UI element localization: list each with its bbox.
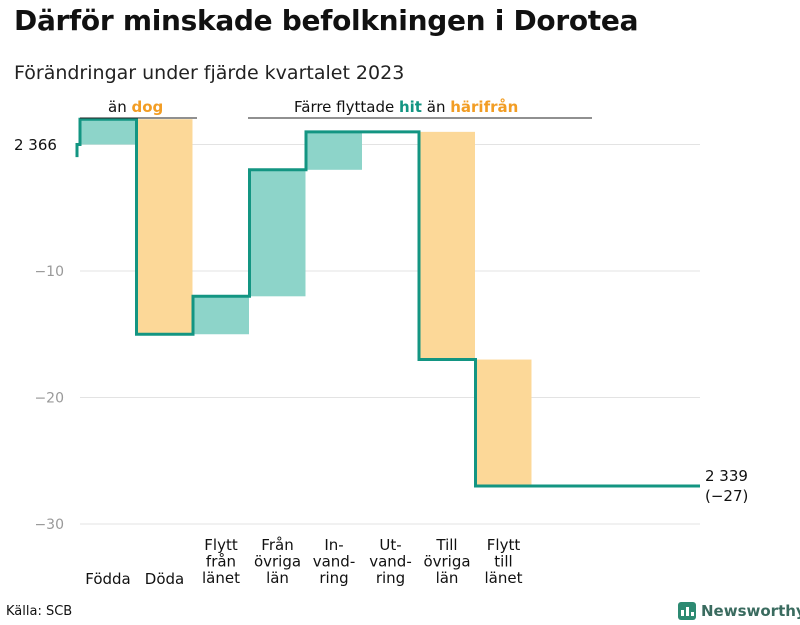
x-category-label: Födda (85, 570, 131, 588)
x-category-label: ring (376, 569, 405, 587)
x-category-label: län (266, 569, 289, 587)
annotation-hit: hit (399, 98, 422, 116)
x-category-label: Ut- (379, 536, 401, 554)
end-change-label: (−27) (705, 487, 748, 505)
x-category-label: vand- (313, 553, 356, 571)
bar-layer (80, 119, 532, 487)
x-category-label: ring (319, 569, 348, 587)
x-category-label: övriga (254, 553, 301, 571)
source-note: Källa: SCB (6, 604, 73, 619)
start-value-label: 2 366 (14, 136, 57, 154)
population-step-line (75, 117, 700, 488)
annotation-harifran: härifrån (450, 98, 518, 116)
x-category-label: övriga (423, 553, 470, 571)
x-category-label: till (494, 553, 512, 571)
brand-name: Newsworthy (701, 602, 800, 620)
bar-4 (249, 169, 306, 297)
annotation-left: än dog (108, 98, 163, 116)
y-tick-label: −30 (34, 517, 64, 533)
bar-8 (475, 359, 532, 487)
x-category-label: vand- (369, 553, 412, 571)
y-tick-label: −20 (34, 391, 64, 407)
annotation-right: Färre flyttade hit än härifrån (294, 98, 518, 116)
bar-5 (306, 131, 362, 170)
x-category-label: Döda (145, 570, 184, 588)
bar-chart-icon (678, 602, 696, 620)
x-category-label: Från (261, 536, 293, 554)
annotation-dog: dog (131, 98, 163, 116)
x-category-label: från (206, 553, 236, 571)
end-value-label: 2 339 (705, 467, 748, 485)
step-line-layer (75, 117, 700, 488)
x-category-label: Flytt (204, 536, 238, 554)
chart-subtitle: Förändringar under fjärde kvartalet 2023 (14, 62, 405, 84)
chart-title: Därför minskade befolkningen i Dorotea (14, 4, 639, 37)
x-category-label: Till (435, 536, 457, 554)
x-category-label: In- (324, 536, 343, 554)
bar-7 (419, 131, 475, 360)
bar-2 (136, 119, 193, 335)
x-category-label: län (436, 569, 459, 587)
x-category-label: länet (202, 569, 240, 587)
bar-3 (193, 296, 249, 335)
y-tick-label: −10 (34, 264, 64, 280)
x-category-label: länet (485, 569, 523, 587)
x-category-label: Flytt (487, 536, 521, 554)
bar-1 (80, 119, 136, 145)
newsworthy-logo: Newsworthy (678, 600, 800, 622)
